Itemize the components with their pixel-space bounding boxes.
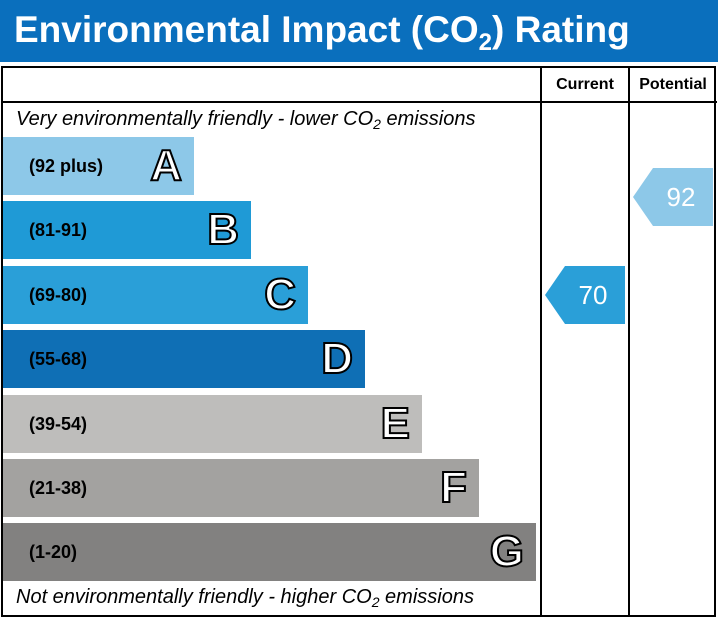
band-letter: A xyxy=(149,140,183,191)
band-d: (55-68) D xyxy=(3,330,365,389)
bottom-caption: Not environmentally friendly - higher CO… xyxy=(16,586,474,610)
rating-frame xyxy=(1,66,716,617)
current-rating-pointer-arrow xyxy=(545,265,625,324)
band-c: (69-80) C xyxy=(3,265,308,324)
band-b: (81-91) B xyxy=(3,201,251,260)
header-divider xyxy=(1,101,717,103)
band-range-label: (81-91) xyxy=(29,220,88,241)
current-rating-pointer-value: 70 xyxy=(578,279,608,310)
band-g: (1-20) G xyxy=(3,523,536,582)
title-bar: Environmental Impact (CO2) Rating xyxy=(0,0,718,62)
band-f: (21-38) F xyxy=(3,459,479,517)
band-a: (92 plus) A xyxy=(3,137,194,195)
page-title: Environmental Impact (CO2) Rating xyxy=(14,9,630,56)
band-range-label: (39-54) xyxy=(29,413,88,434)
divider-potential xyxy=(628,66,630,617)
band-letter: F xyxy=(439,462,468,513)
top-caption: Very environmentally friendly - lower CO… xyxy=(16,108,476,132)
band-letter: D xyxy=(320,333,354,384)
band-range-label: (1-20) xyxy=(29,542,78,563)
band-letter: C xyxy=(263,269,297,320)
potential-rating-pointer: 92 xyxy=(633,168,713,226)
potential-rating-pointer-value: 92 xyxy=(666,182,696,212)
band-e: (39-54) E xyxy=(3,394,422,453)
band-letter: G xyxy=(489,526,525,577)
band-range-label: (69-80) xyxy=(29,284,88,305)
current-rating-pointer: 70 xyxy=(545,265,625,324)
column-header-potential: Potential xyxy=(639,76,707,93)
band-letter: B xyxy=(206,204,240,255)
divider-current xyxy=(540,66,542,617)
potential-rating-pointer-arrow xyxy=(633,168,713,226)
band-range-label: (92 plus) xyxy=(29,156,104,176)
band-letter: E xyxy=(380,398,411,449)
column-header-current: Current xyxy=(556,76,614,93)
band-range-label: (21-38) xyxy=(29,478,88,498)
band-range-label: (55-68) xyxy=(29,349,88,370)
